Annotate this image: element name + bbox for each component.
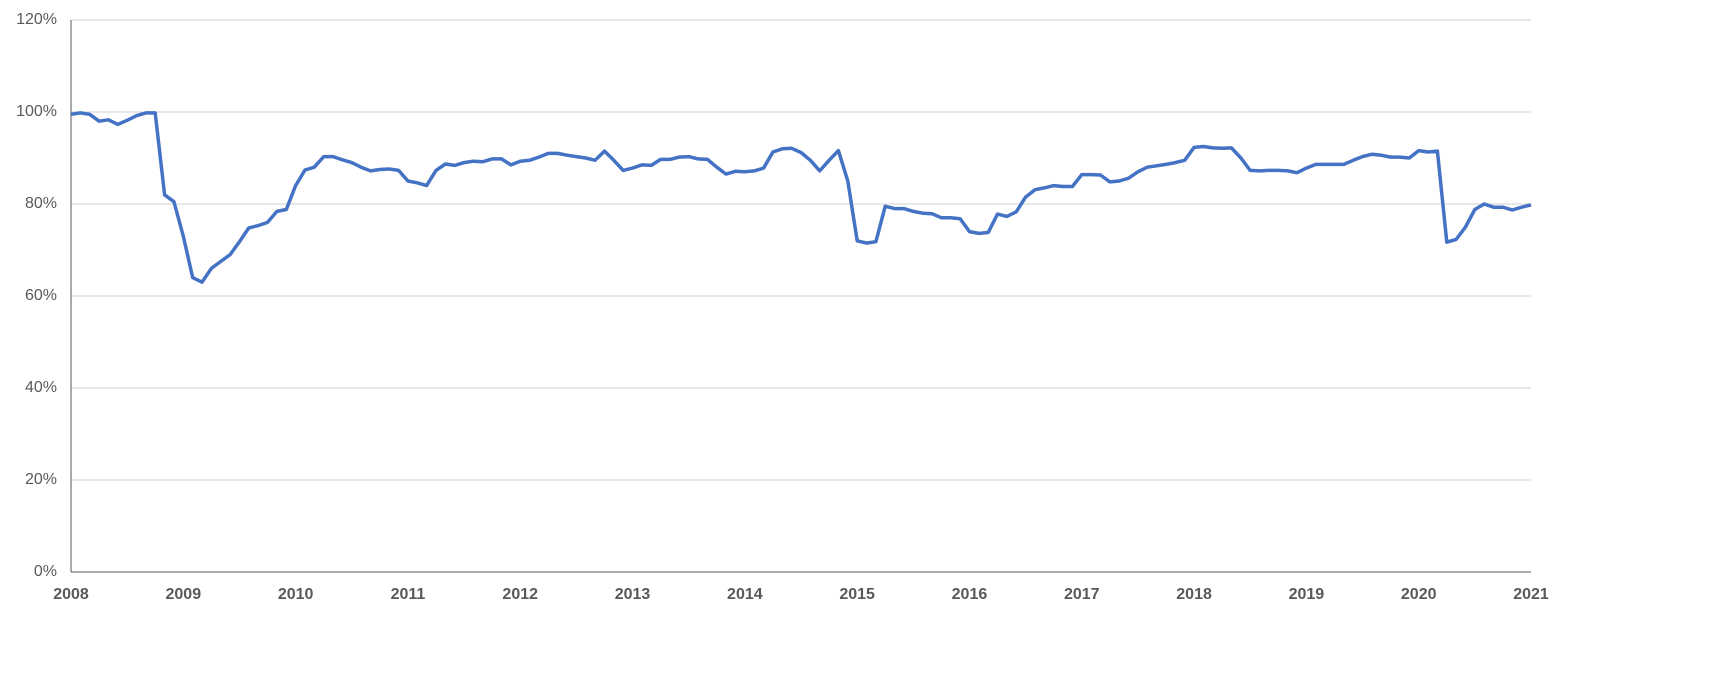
x-tick-label: 2009 xyxy=(166,586,202,603)
x-tick-label: 2015 xyxy=(839,586,875,603)
x-tick-label: 2011 xyxy=(391,586,426,603)
data-line xyxy=(70,111,1532,284)
x-tick-label: 2008 xyxy=(53,586,89,603)
x-tick-label: 2014 xyxy=(727,586,763,603)
x-tick-label: 2010 xyxy=(278,586,314,603)
x-tick-label: 2017 xyxy=(1064,586,1100,603)
x-tick-label: 2012 xyxy=(502,586,538,603)
y-tick-label: 60% xyxy=(25,287,57,304)
y-tick-label: 80% xyxy=(25,195,57,212)
y-tick-label: 40% xyxy=(25,379,57,396)
y-tick-label: 0% xyxy=(34,563,57,580)
x-tick-label: 2018 xyxy=(1176,586,1212,603)
x-tick-label: 2020 xyxy=(1401,586,1437,603)
y-tick-label: 20% xyxy=(25,471,57,488)
x-tick-label: 2013 xyxy=(615,586,651,603)
x-tick-label: 2019 xyxy=(1289,586,1325,603)
y-tick-label: 100% xyxy=(16,103,57,120)
x-tick-label: 2021 xyxy=(1513,586,1549,603)
x-tick-label: 2016 xyxy=(952,586,988,603)
y-tick-label: 120% xyxy=(16,11,57,28)
